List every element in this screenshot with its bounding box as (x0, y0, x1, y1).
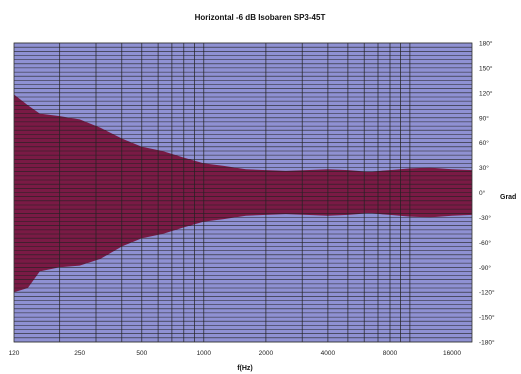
x-tick-label: 250 (74, 350, 85, 357)
y-tick-label: 120° (479, 89, 493, 97)
y-tick-label: 180° (479, 40, 493, 48)
y-tick-label: -120° (479, 289, 495, 297)
isobar-band (14, 94, 472, 293)
y-tick-label: -150° (479, 314, 495, 322)
x-tick-label: 2000 (259, 350, 274, 357)
horizontal-grid (14, 42, 472, 343)
isobar-band-layer (14, 94, 472, 293)
x-tick-label: 16000 (443, 350, 461, 357)
chart-title: Horizontal -6 dB Isobaren SP3-45T (195, 13, 326, 22)
plot-frame (13, 42, 473, 343)
y-tick-label: -180° (479, 339, 495, 347)
y-tick-label: -60° (479, 239, 491, 247)
x-tick-label: 1000 (197, 350, 212, 357)
y-tick-label: -90° (479, 264, 491, 272)
y-tick-label: 90° (479, 114, 489, 122)
x-tick-label: 120 (9, 350, 20, 357)
y-tick-label: 30° (479, 164, 489, 172)
y-tick-label: 60° (479, 139, 489, 147)
x-tick-label: 4000 (321, 350, 336, 357)
x-tick-label: 8000 (383, 350, 398, 357)
y-axis-label: Grad (500, 194, 516, 201)
y-tick-label: -30° (479, 214, 491, 222)
y-tick-label: 0° (479, 189, 486, 197)
x-tick-labels: 120 250 500 1000 2000 4000 8000 16000 (9, 350, 462, 357)
y-tick-labels: 180° 150° 120° 90° 60° 30° 0° -30° -60° -90° -120°… (479, 40, 495, 347)
y-tick-label: 150° (479, 64, 493, 72)
vertical-grid (59, 43, 411, 342)
x-tick-label: 500 (136, 350, 147, 357)
x-axis-label: f(Hz) (237, 365, 253, 372)
